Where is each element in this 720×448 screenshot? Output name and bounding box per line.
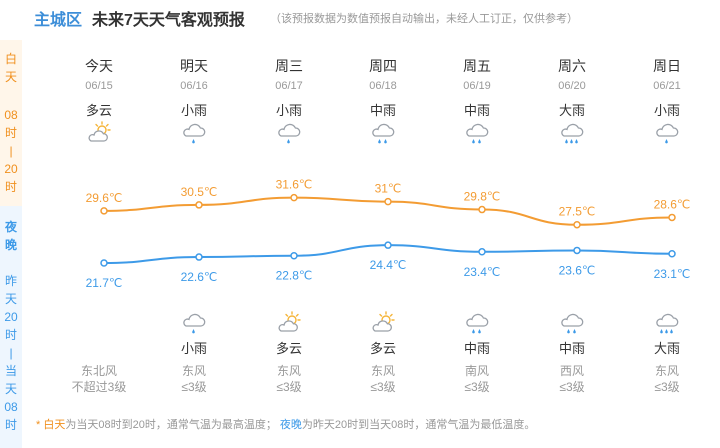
- footnote-day-text: 为当天08时到20时，通常气温为最高温度；: [65, 419, 277, 431]
- low-temp-label: 23.1℃: [654, 267, 691, 281]
- high-temp-point: [573, 220, 581, 229]
- day-name: 周六: [558, 58, 586, 74]
- day-label: 白 天: [4, 52, 17, 84]
- low-temp-point: [478, 248, 486, 256]
- region-title: 主城区: [34, 12, 83, 29]
- footnote-day-key: 白天: [43, 419, 66, 431]
- low-temp-point: [290, 251, 298, 260]
- low-temp-label: 22.8℃: [276, 269, 313, 283]
- high-temp-label: 27.5℃: [559, 205, 596, 219]
- wind-direction: 东风: [654, 364, 679, 378]
- night-weather-label: 中雨: [463, 341, 490, 356]
- high-temp-point: [478, 205, 486, 214]
- wind-level: ≤3级: [276, 380, 302, 394]
- day-name: 周五: [463, 58, 491, 74]
- day-name: 今天: [85, 58, 113, 74]
- wind-level: ≤3级: [370, 380, 396, 394]
- low-temp-point: [384, 241, 392, 249]
- day-date: 06/17: [275, 80, 303, 92]
- day-name: 周日: [653, 58, 681, 74]
- forecast-header: 主城区 未来7天天气客观预报 （该预报数据为数值预报自动输出，未经人工订正，仅供…: [0, 0, 720, 36]
- wind-direction: 东风: [276, 364, 301, 378]
- low-temp-label: 22.6℃: [181, 270, 218, 284]
- moderate-rain-icon: [532, 310, 612, 338]
- day-weather-label: 大雨: [558, 103, 585, 118]
- light-rain-icon: [154, 310, 234, 338]
- wind-direction: 东风: [370, 364, 395, 378]
- day-date: 06/15: [85, 80, 113, 92]
- night-weather-label: 多云: [369, 341, 396, 356]
- night-time-range: 昨 天 20 时 | 当 天 08 时: [4, 274, 18, 432]
- low-temp-label: 24.4℃: [370, 258, 407, 272]
- wind-direction: 西风: [559, 364, 584, 378]
- high-temp-point: [290, 193, 298, 202]
- day-date: 06/18: [369, 80, 397, 92]
- wind-level: 不超过3级: [71, 380, 127, 394]
- light-rain-icon: [154, 120, 234, 148]
- wind-level: ≤3级: [464, 380, 490, 394]
- high-temp-point: [384, 197, 392, 206]
- high-temp-label: 31.6℃: [276, 178, 313, 192]
- day-weather-label: 中雨: [463, 103, 490, 118]
- day-name: 明天: [180, 58, 208, 74]
- low-temp-point: [573, 246, 581, 255]
- partly-cloudy-icon: [343, 310, 423, 338]
- light-rain-icon: [627, 120, 707, 148]
- day-name: 周三: [275, 58, 303, 74]
- disclaimer-note: （该预报数据为数值预报自动输出，未经人工订正，仅供参考）: [270, 13, 578, 25]
- high-temp-label: 28.6℃: [654, 197, 691, 211]
- day-name: 周四: [369, 58, 397, 74]
- high-temp-point: [668, 213, 676, 222]
- heavy-rain-icon: [532, 120, 612, 148]
- day-weather-label: 小雨: [653, 103, 680, 118]
- day-date: 06/19: [463, 80, 491, 92]
- night-weather-label: 小雨: [180, 341, 207, 356]
- high-temp-label: 31℃: [375, 182, 402, 196]
- day-weather-label: 小雨: [275, 103, 302, 118]
- moderate-rain-icon: [343, 120, 423, 148]
- day-weather-label: 多云: [85, 103, 112, 118]
- heavy-rain-icon: [627, 310, 707, 338]
- light-rain-icon: [249, 120, 329, 148]
- low-temp-label: 23.4℃: [464, 265, 501, 279]
- page-title: 未来7天天气客观预报: [92, 12, 245, 29]
- wind-level: ≤3级: [654, 380, 680, 394]
- high-temp-label: 29.6℃: [86, 191, 123, 205]
- moderate-rain-icon: [437, 120, 517, 148]
- partly-cloudy-icon: [59, 120, 139, 148]
- moderate-rain-icon: [437, 310, 517, 338]
- high-temp-label: 30.5℃: [181, 185, 218, 199]
- day-weather-label: 中雨: [369, 103, 396, 118]
- high-temp-point: [100, 207, 108, 215]
- wind-direction: 南风: [464, 364, 489, 378]
- low-temp-point: [100, 259, 108, 267]
- night-weather-label: 中雨: [558, 341, 585, 356]
- wind-level: ≤3级: [181, 380, 207, 394]
- night-weather-label: 大雨: [653, 341, 680, 356]
- low-temp-label: 21.7℃: [86, 276, 123, 290]
- night-label: 夜 晚: [4, 220, 17, 252]
- night-weather-label: 多云: [275, 341, 302, 356]
- partly-cloudy-icon: [249, 310, 329, 338]
- low-temp-label: 23.6℃: [559, 263, 596, 277]
- low-temp-point: [195, 253, 203, 261]
- night-side-panel: [0, 206, 22, 448]
- footnote-night-text: 为昨天20时到当天08时，通常气温为最低温度。: [301, 419, 536, 431]
- day-time-range: 08 时 | 20 时: [4, 108, 18, 194]
- wind-direction: 东风: [181, 364, 206, 378]
- footnote: * 白天为当天08时到20时，通常气温为最高温度； 夜晚为昨天20时到当天08时…: [36, 416, 535, 432]
- wind-level: ≤3级: [559, 380, 585, 394]
- day-weather-label: 小雨: [180, 103, 207, 118]
- footnote-night-key: 夜晚: [279, 419, 302, 431]
- high-temp-label: 29.8℃: [464, 190, 501, 204]
- high-temp-point: [195, 201, 203, 209]
- wind-direction: 东北风: [80, 364, 117, 378]
- day-side-panel: [0, 40, 22, 206]
- day-date: 06/16: [180, 80, 208, 92]
- low-temp-point: [668, 250, 676, 258]
- day-date: 06/21: [653, 80, 681, 92]
- footnote-star: *: [36, 419, 44, 431]
- day-date: 06/20: [558, 80, 586, 92]
